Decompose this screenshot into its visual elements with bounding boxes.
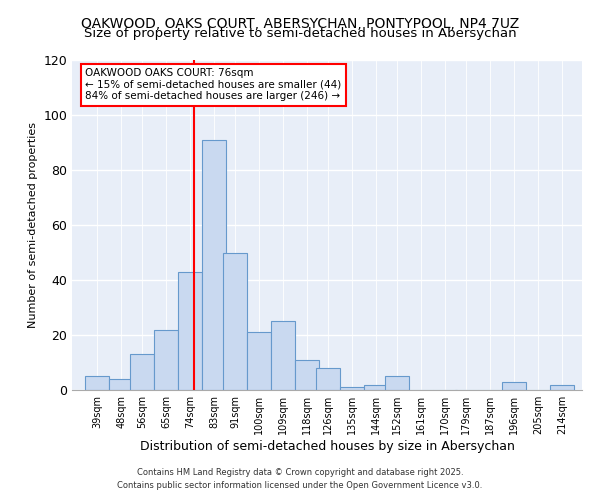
Bar [316,368,340,390]
Y-axis label: Number of semi-detached properties: Number of semi-detached properties [28,122,38,328]
Bar [502,382,526,390]
Text: OAKWOOD OAKS COURT: 76sqm
← 15% of semi-detached houses are smaller (44)
84% of : OAKWOOD OAKS COURT: 76sqm ← 15% of semi-… [85,68,341,102]
Bar [340,387,364,390]
Bar [295,360,319,390]
Bar [364,384,388,390]
Bar [247,332,271,390]
Bar [550,384,574,390]
Bar [385,376,409,390]
Bar [85,376,109,390]
Bar [223,252,247,390]
Text: OAKWOOD, OAKS COURT, ABERSYCHAN, PONTYPOOL, NP4 7UZ: OAKWOOD, OAKS COURT, ABERSYCHAN, PONTYPO… [81,18,519,32]
Bar [154,330,178,390]
X-axis label: Distribution of semi-detached houses by size in Abersychan: Distribution of semi-detached houses by … [140,440,514,453]
Bar [178,272,202,390]
Bar [271,322,295,390]
Text: Contains HM Land Registry data © Crown copyright and database right 2025.
Contai: Contains HM Land Registry data © Crown c… [118,468,482,489]
Text: Size of property relative to semi-detached houses in Abersychan: Size of property relative to semi-detach… [83,28,517,40]
Bar [202,140,226,390]
Bar [109,379,133,390]
Bar [130,354,154,390]
